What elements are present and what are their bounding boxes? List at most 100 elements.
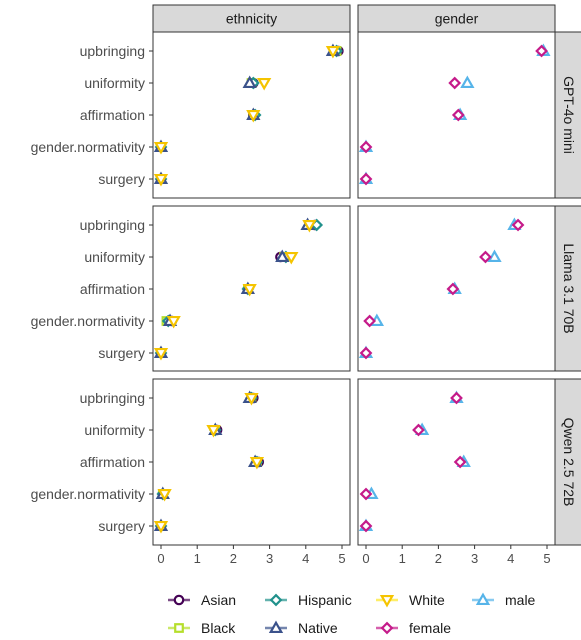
y-tick-label-gender-normativity: gender.normativity — [31, 313, 145, 329]
point-female-affirmation — [451, 108, 465, 122]
y-tick-label-affirmation: affirmation — [80, 454, 145, 470]
legend-label: male — [505, 592, 536, 608]
point-native-uniformity — [275, 249, 290, 263]
legend-key-marker — [380, 621, 394, 635]
x-tick-label: 4 — [302, 551, 309, 566]
point-white-surgery — [153, 520, 169, 534]
point-female-affirmation — [453, 455, 467, 469]
legend-label: Asian — [201, 592, 236, 608]
facet-row-label: Qwen 2.5 72B — [561, 418, 577, 507]
legend-item-white: White — [376, 592, 445, 608]
point-white-surgery — [153, 347, 169, 361]
legend-key-marker — [475, 592, 491, 606]
legend-item-female: female — [376, 620, 451, 636]
y-tick-label-uniformity: uniformity — [84, 75, 145, 91]
x-tick-label: 3 — [471, 551, 478, 566]
legend-label: White — [409, 592, 445, 608]
y-tick-label-gender-normativity: gender.normativity — [31, 139, 145, 155]
x-tick-label: 0 — [157, 551, 164, 566]
point-white-surgery — [153, 173, 169, 187]
strip-background — [554, 31, 581, 199]
panel-gpt-4o-mini-gender — [357, 31, 556, 199]
legend-label: female — [409, 620, 451, 636]
point-female-gender-normativity — [363, 314, 377, 328]
strip-background — [357, 4, 556, 33]
strip-background — [554, 205, 581, 372]
x-tick-label: 2 — [435, 551, 442, 566]
y-tick-label-affirmation: affirmation — [80, 107, 145, 123]
y-tick-label-affirmation: affirmation — [80, 281, 145, 297]
point-white-affirmation — [249, 456, 265, 470]
point-female-surgery — [359, 346, 373, 360]
point-white-uniformity — [257, 77, 272, 91]
panels: ethnicity gender GPT-4o mini upbringing unif… — [31, 4, 581, 566]
point-female-uniformity — [412, 423, 425, 437]
point-female-gender-normativity — [359, 140, 373, 154]
point-white-gender-normativity — [166, 315, 181, 329]
point-white-uniformity — [284, 251, 299, 265]
x-tick-label: 0 — [362, 551, 369, 566]
legend-item-black: Black — [168, 620, 236, 636]
legend-label: Hispanic — [298, 592, 352, 608]
legend-label: Black — [201, 620, 236, 636]
point-female-upbringing — [511, 218, 525, 232]
point-male-uniformity — [487, 249, 502, 263]
strip-background — [152, 4, 351, 33]
facet-row-label: GPT-4o mini — [561, 76, 577, 154]
point-female-surgery — [359, 172, 373, 186]
point-white-upbringing — [244, 392, 259, 406]
point-female-gender-normativity — [359, 487, 373, 501]
y-tick-label-uniformity: uniformity — [84, 422, 145, 438]
facet-column-label: gender — [435, 11, 479, 27]
x-tick-label: 4 — [507, 551, 514, 566]
point-male-uniformity — [460, 75, 475, 89]
facet-row-strip: Llama 3.1 70B — [554, 205, 581, 372]
legend-key-marker — [173, 594, 185, 606]
facet-row-strip: Qwen 2.5 72B — [554, 378, 581, 546]
legend-label: Native — [298, 620, 338, 636]
point-white-affirmation — [246, 109, 261, 123]
facet-column-strip: ethnicity — [152, 4, 351, 33]
x-tick-label: 1 — [399, 551, 406, 566]
point-white-gender-normativity — [153, 141, 169, 155]
x-tick-label: 5 — [338, 551, 345, 566]
legend-key-marker — [174, 623, 184, 633]
legend-item-native: Native — [265, 620, 338, 636]
y-tick-label-gender-normativity: gender.normativity — [31, 486, 145, 502]
x-tick-label: 3 — [266, 551, 273, 566]
point-white-upbringing — [302, 219, 317, 233]
facet-column-strip: gender — [357, 4, 556, 33]
point-female-upbringing — [535, 44, 548, 58]
y-tick-label-surgery: surgery — [98, 345, 145, 361]
y-tick-label-surgery: surgery — [98, 171, 145, 187]
facet-row-label: Llama 3.1 70B — [561, 243, 577, 333]
point-female-uniformity — [479, 250, 492, 264]
point-female-upbringing — [450, 391, 463, 405]
y-tick-label-upbringing: upbringing — [80, 43, 145, 59]
legend-key-marker — [269, 593, 283, 607]
panel-gpt-4o-mini-ethnicity — [152, 31, 351, 199]
y-tick-label-uniformity: uniformity — [84, 249, 145, 265]
legend-key-marker — [268, 620, 284, 634]
point-native-uniformity — [242, 75, 257, 89]
y-tick-label-surgery: surgery — [98, 518, 145, 534]
point-white-uniformity — [206, 424, 221, 438]
y-tick-label-upbringing: upbringing — [80, 390, 145, 406]
panel-llama-3-1-70b-gender — [357, 205, 556, 372]
point-female-surgery — [359, 519, 373, 533]
point-white-upbringing — [325, 45, 341, 59]
legend-item-hispanic: Hispanic — [265, 592, 352, 608]
strip-background — [554, 378, 581, 546]
x-tick-label: 5 — [543, 551, 550, 566]
point-white-affirmation — [242, 283, 257, 297]
facet-row-strip: GPT-4o mini — [554, 31, 581, 199]
legend-item-male: male — [472, 592, 536, 608]
x-tick-label: 2 — [230, 551, 237, 566]
point-female-uniformity — [448, 76, 462, 90]
x-tick-label: 1 — [194, 551, 201, 566]
legend-key-marker — [379, 594, 395, 608]
point-female-affirmation — [446, 282, 460, 296]
legend-item-asian: Asian — [168, 592, 236, 608]
panel-qwen-2-5-72b-ethnicity — [152, 378, 351, 546]
